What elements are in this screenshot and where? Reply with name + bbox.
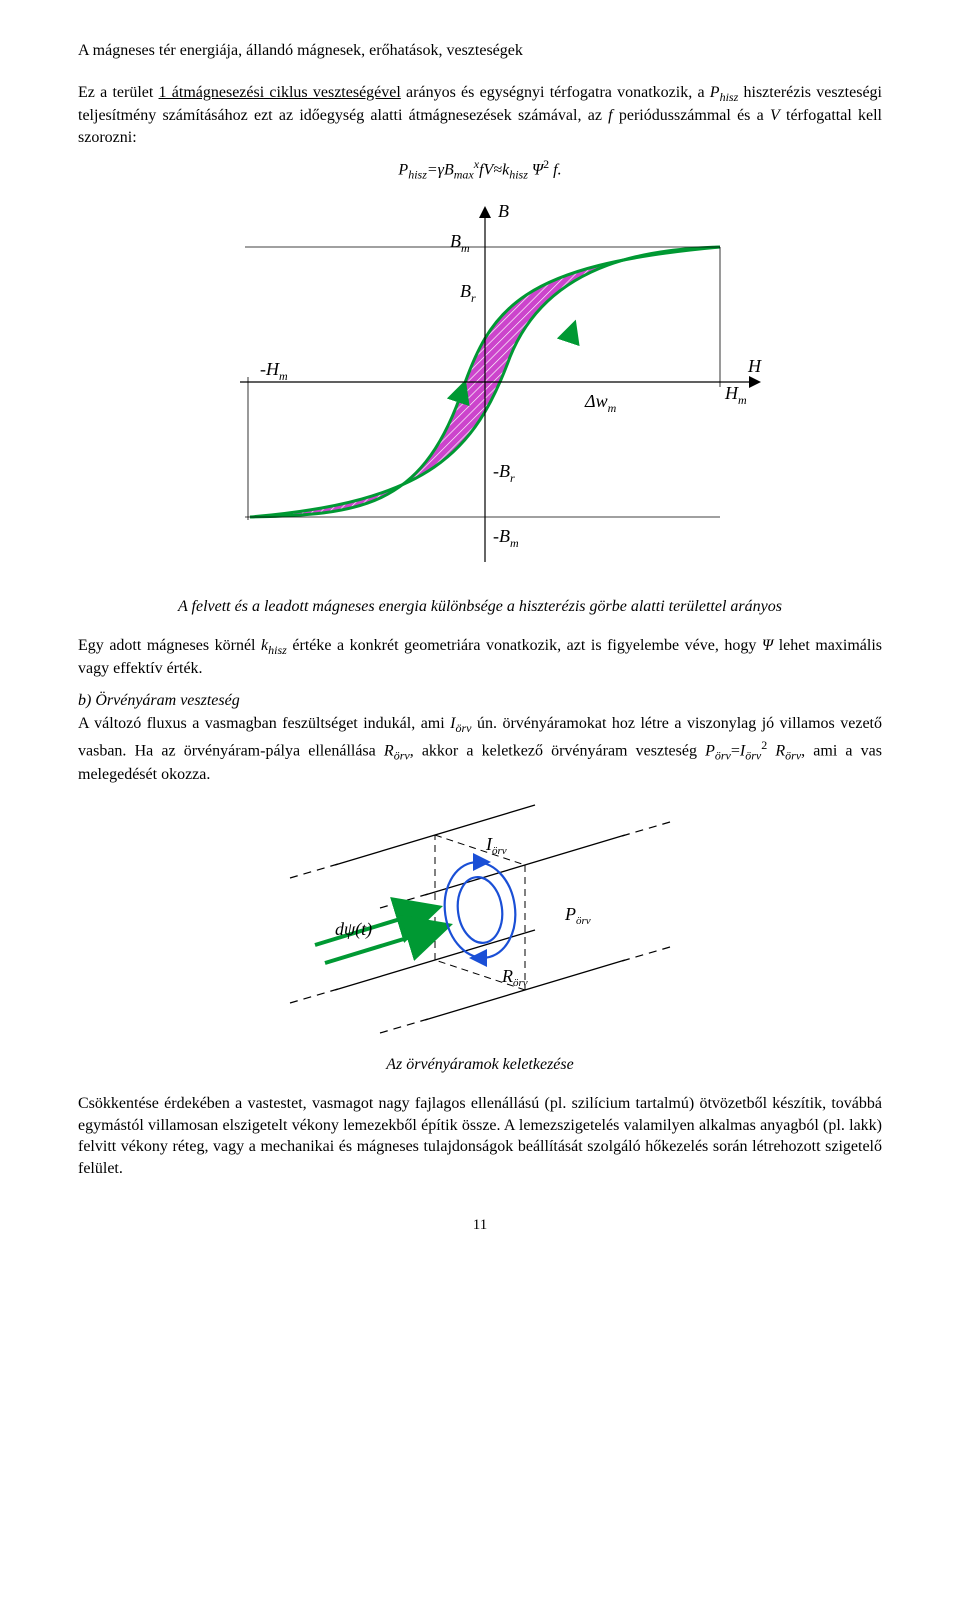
sb-R2sub: örv [785,748,801,762]
lam-top-dash-l [290,864,338,878]
paragraph-1: Ez a terület 1 átmágnesezési ciklus vesz… [78,82,882,149]
p2-t2: értéke a konkrét geometriára vonatkozik,… [287,637,762,654]
eddy-figure: Iörv dψ(t) Pörv Rörv [220,795,740,1045]
p2-t1: Egy adott mágneses körnél [78,637,261,654]
sb-Isub: örv [456,722,472,736]
p1-after: arányos és egységnyi térfogatra vonatkoz… [401,84,710,101]
label-Porv: Pörv [564,904,591,927]
label-negHm: -Hm [260,359,288,383]
p1-phisz-sub: hisz [720,90,739,104]
lam-bot2-dash-l [380,1019,428,1033]
lam-bot2-dash-r [622,947,670,961]
label-negBm: -Bm [493,526,519,550]
p1b-text2: periódusszámmal és a [613,107,770,124]
lam-top2-dash-r [622,822,670,836]
p1b-v: V [770,107,780,124]
label-H: H [747,356,762,376]
sb-t1: A változó fluxus a vasmagban feszültsége… [78,715,450,732]
section-b-para: A változó fluxus a vasmagban feszültsége… [78,713,882,785]
p1-before: Ez a terület [78,84,159,101]
page-number: 11 [78,1215,882,1235]
sb-Rsub: örv [394,748,410,762]
p2-psi: Ψ [762,637,773,654]
sb-R: R [384,742,394,759]
sb-R2: R [767,742,785,759]
paragraph-2: Egy adott mágneses körnél khisz értéke a… [78,635,882,680]
lam-top2-dash-l [380,894,428,908]
label-Br: Br [460,281,476,305]
p1-underlined: 1 átmágnesezési ciklus veszteségével [159,84,401,101]
eddy-loop-inner [454,874,507,945]
label-B: B [498,201,509,221]
p2-ksub: hisz [268,643,287,657]
page-header: A mágneses tér energiája, állandó mágnes… [78,40,882,62]
sb-P: P [705,742,715,759]
label-dpsi: dψ(t) [335,919,372,940]
label-Rorv: Rörv [501,966,528,989]
caption-2: Az örvényáramok keletkezése [78,1055,882,1075]
curve-arrow-up [460,391,462,397]
formula-1: Phisz=γBmaxxfV≈khisz Ψ2 f. [78,156,882,183]
sb-Psub: örv [715,748,731,762]
curve-arrow-up2 [570,331,572,337]
p1-phisz: P [710,84,720,101]
hysteresis-figure: B Bm Br H Hm -Hm -Br -Bm Δwm [160,197,800,587]
box-top [435,835,525,865]
lam-bot-dash-l [290,989,338,1003]
label-Bm: Bm [450,231,470,255]
section-b-heading: b) Örvényáram veszteség [78,690,882,712]
label-Hm: Hm [724,383,747,407]
caption-1: A felvett és a leadott mágneses energia … [78,597,882,617]
sb-I2sub: örv [745,748,761,762]
paragraph-3: Csökkentése érdekében a vastestet, vasma… [78,1093,882,1179]
label-dwm: Δwm [584,391,617,415]
sb-t3: , akkor a keletkező örvényáram veszteség [410,742,705,759]
label-negBr: -Br [493,461,515,485]
sb-eq: = [731,742,740,759]
label-Iorv: Iörv [485,834,507,857]
